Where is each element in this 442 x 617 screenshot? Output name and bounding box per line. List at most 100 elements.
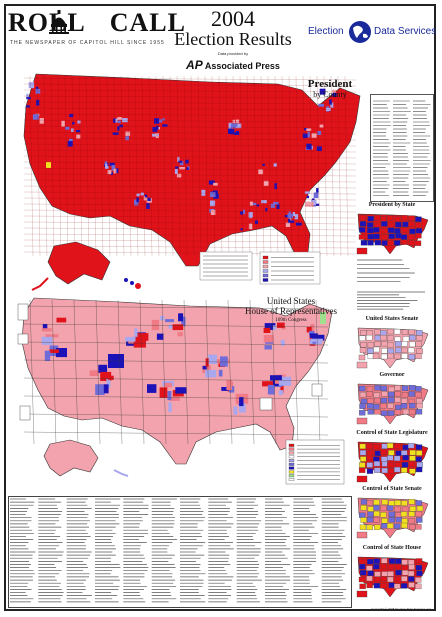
mini-state	[408, 391, 415, 397]
mini-state	[414, 222, 422, 228]
mini-state	[395, 563, 402, 570]
mini-state	[374, 409, 381, 415]
mini-state	[367, 570, 374, 576]
county-legend-block	[259, 251, 321, 285]
mini-state	[401, 347, 408, 354]
district-patch	[164, 382, 172, 388]
district-patch	[133, 336, 146, 348]
mini-state	[401, 392, 409, 398]
county-patch	[308, 202, 314, 207]
mini-state	[359, 403, 366, 409]
mini-map-state-senate	[356, 497, 429, 539]
mini-state	[400, 583, 408, 589]
mini-state	[387, 328, 394, 335]
legend-swatch	[262, 269, 269, 273]
mini-state	[401, 239, 408, 245]
mini-state	[400, 403, 408, 409]
mini-state	[409, 228, 416, 235]
county-patch	[140, 192, 144, 196]
mini-state	[387, 397, 395, 403]
mini-state	[415, 500, 422, 506]
county-patch	[146, 203, 150, 209]
district-patch	[267, 384, 275, 395]
mini-state	[380, 563, 388, 570]
district-patch	[221, 387, 232, 391]
county-patch	[210, 200, 216, 207]
county-patch	[311, 200, 317, 205]
county-patch	[134, 199, 139, 206]
mini-state	[381, 391, 388, 397]
president-map-label: President by County	[290, 78, 370, 99]
mini-state	[395, 569, 402, 576]
ap-name: Associated Press	[204, 61, 280, 71]
county-patch	[69, 113, 74, 118]
county-patch	[285, 222, 291, 227]
district-patch	[169, 396, 180, 401]
mini-state	[401, 353, 408, 359]
district-patch	[95, 384, 105, 395]
mini-state	[416, 570, 423, 577]
county-patch	[61, 120, 65, 127]
mini-state	[395, 347, 402, 353]
mini-state	[414, 240, 422, 246]
mini-state	[407, 570, 415, 577]
president-by-county-map	[23, 73, 361, 291]
legend-swatch	[288, 443, 295, 447]
mini-state	[416, 330, 423, 336]
mini-state	[366, 524, 373, 531]
district-patch	[280, 340, 285, 346]
mini-state	[401, 450, 408, 456]
mini-state	[366, 462, 373, 468]
district-patch	[309, 333, 318, 338]
county-patch	[26, 96, 31, 100]
mini-state	[381, 499, 389, 505]
county-patch	[69, 138, 73, 142]
district-patch	[175, 387, 187, 394]
party-control-legend	[285, 439, 345, 485]
mini-state	[373, 233, 380, 240]
mini-state	[381, 240, 389, 246]
county-patch	[311, 133, 317, 138]
house-hawaii	[113, 469, 129, 477]
mini-state	[381, 340, 388, 347]
election-data-services-logo: Election Data Services	[308, 20, 438, 46]
mini-state	[374, 341, 381, 347]
county-patch	[174, 169, 178, 174]
county-patch	[288, 211, 291, 215]
district-patch	[306, 326, 312, 333]
legend-swatch	[262, 278, 269, 282]
county-patch	[261, 200, 267, 204]
mini-state	[415, 466, 423, 473]
county-patch	[109, 162, 115, 166]
district-patch	[278, 376, 292, 386]
mini-state	[386, 215, 394, 221]
mini-state	[380, 449, 387, 455]
mini-state	[394, 385, 401, 391]
county-patch	[230, 123, 236, 129]
mini-state	[394, 240, 401, 246]
county-patch	[306, 195, 310, 199]
mini-state	[387, 240, 394, 246]
mini-state	[415, 456, 422, 462]
mini-title-governor: Governor	[379, 372, 405, 378]
district-patch	[277, 322, 285, 328]
county-patch	[230, 129, 235, 135]
mini-state	[359, 456, 367, 462]
district-patch	[270, 375, 282, 381]
county-patch	[176, 173, 182, 178]
county-patch	[304, 191, 310, 194]
mini-state	[409, 455, 416, 461]
mini-state	[393, 455, 401, 462]
mini-state	[402, 454, 409, 461]
mini-state	[373, 392, 380, 398]
mini-state	[367, 409, 374, 415]
mini-state	[395, 404, 402, 411]
mini-state	[380, 397, 388, 404]
mini-state	[359, 512, 366, 518]
mini-state	[416, 505, 424, 512]
mini-state	[400, 511, 408, 517]
ap-logo: AP Associated Press	[186, 58, 280, 72]
mini-alaska	[356, 361, 368, 369]
county-patch	[154, 118, 160, 124]
house-map-subtitle: 109th Congress	[275, 318, 307, 323]
